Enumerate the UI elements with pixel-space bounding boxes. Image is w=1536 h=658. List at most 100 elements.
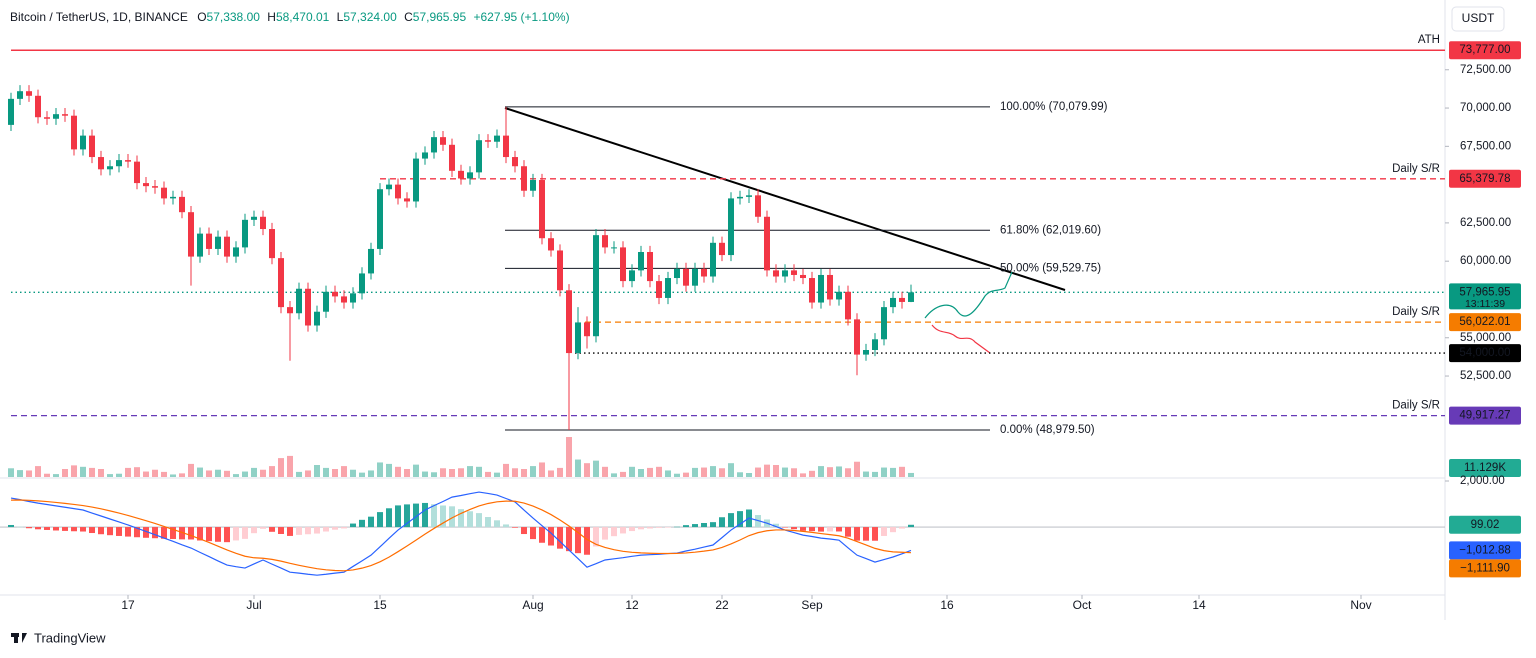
volume-bar — [755, 467, 761, 477]
candle-body — [674, 268, 680, 279]
macd-histogram — [188, 527, 194, 540]
volume-bar — [170, 474, 176, 477]
candle-body — [818, 274, 824, 303]
candle-body — [413, 158, 419, 202]
volume-bar — [125, 467, 131, 477]
macd-line — [10, 499, 912, 572]
brand: TradingView — [34, 630, 106, 645]
macd-histogram — [692, 524, 698, 528]
volume-bar — [872, 471, 878, 477]
macd-histogram — [521, 527, 527, 535]
volume-bar — [647, 467, 653, 477]
candle-body — [314, 311, 320, 326]
candle-body — [467, 172, 473, 179]
x-tick-label: Sep — [801, 598, 823, 612]
candle-body — [26, 91, 32, 96]
volume-bar — [350, 469, 356, 477]
volume-bar — [440, 468, 446, 477]
volume-bar — [539, 462, 545, 477]
ohlc-key: O — [197, 10, 206, 24]
header: Bitcoin / TetherUS, 1D, BINANCE O57,338.… — [10, 10, 570, 24]
candle-body — [557, 250, 563, 291]
currency-button[interactable] — [1451, 6, 1505, 32]
volume-bar — [674, 473, 680, 477]
level-note: Daily S/R — [1392, 163, 1440, 175]
price-badge-label: 54,000.00 — [1459, 347, 1510, 359]
candle-body — [737, 196, 743, 199]
volume-bar — [71, 465, 77, 477]
volume-bar — [503, 463, 509, 477]
macd-histogram — [260, 527, 266, 529]
macd-histogram — [647, 527, 653, 529]
macd-histogram — [458, 509, 464, 528]
volume-bar — [449, 469, 455, 477]
volume-bar — [782, 467, 788, 477]
candle-body — [251, 216, 257, 220]
macd-histogram — [71, 527, 77, 532]
logo-mark — [14, 633, 18, 643]
macd-histogram — [737, 511, 743, 528]
volume-bar — [368, 470, 374, 477]
candle-body — [368, 248, 374, 274]
macd-histogram — [116, 527, 122, 536]
price-badge-label: 65,379.78 — [1459, 173, 1510, 185]
macd-histogram — [530, 527, 536, 540]
volume-bar — [44, 473, 50, 477]
volume-badge — [1449, 459, 1521, 477]
volume-bar — [476, 466, 482, 477]
volume-bar — [98, 469, 104, 477]
candle-body — [323, 291, 329, 312]
macd-histogram — [881, 527, 887, 536]
price-badge-label: 73,777.00 — [1459, 44, 1510, 56]
candle-body — [125, 160, 131, 162]
macd-badge — [1449, 515, 1521, 534]
volume-bar — [404, 469, 410, 477]
volume-bar — [215, 469, 221, 477]
x-tick-label: Aug — [522, 598, 543, 612]
macd-histogram — [539, 527, 545, 543]
candle-body — [80, 135, 86, 150]
volume-bar — [575, 459, 581, 477]
volume-bar — [512, 468, 518, 477]
volume-bar — [692, 467, 698, 477]
volume-bar — [845, 468, 851, 477]
volume-bar — [62, 469, 68, 477]
candle-body — [485, 140, 491, 142]
x-tick-label: 22 — [715, 598, 729, 612]
price-badge-label: 49,917.27 — [1459, 410, 1510, 422]
candle-body — [98, 157, 104, 170]
volume-bar — [773, 465, 779, 477]
volume-bar — [656, 466, 662, 477]
volume-bar — [134, 467, 140, 477]
macd-histogram — [836, 527, 842, 532]
volume-bar — [791, 468, 797, 477]
macd-histogram — [377, 512, 383, 528]
change: +627.95 (+1.10%) — [474, 10, 570, 24]
volume-bar — [710, 466, 716, 477]
volume-bar — [305, 470, 311, 477]
currency[interactable]: USDT — [1462, 11, 1495, 25]
candle-body — [107, 166, 113, 170]
macd-histogram — [791, 527, 797, 530]
candle-body — [575, 322, 581, 354]
candle-body — [242, 219, 248, 248]
volume-bar — [8, 468, 14, 477]
candle-body — [8, 98, 14, 125]
fib-label: 50.00% (59,529.75) — [1000, 262, 1101, 274]
volume-bar — [908, 472, 914, 477]
volume-bar — [287, 455, 293, 477]
macd-histogram — [593, 527, 599, 547]
ohlc-value: 57,965.95 — [413, 10, 467, 24]
macd-histogram — [854, 527, 860, 541]
macd-histogram — [845, 527, 851, 537]
macd-histogram — [287, 527, 293, 536]
candle-body — [197, 233, 203, 257]
candle-body — [746, 195, 752, 197]
candle-body — [530, 180, 536, 191]
macd-histogram — [863, 527, 869, 541]
macd-histogram — [134, 527, 140, 538]
candle-body — [53, 114, 59, 119]
macd-histogram — [80, 527, 86, 532]
macd-histogram — [683, 525, 689, 528]
volume-bar — [728, 463, 734, 477]
